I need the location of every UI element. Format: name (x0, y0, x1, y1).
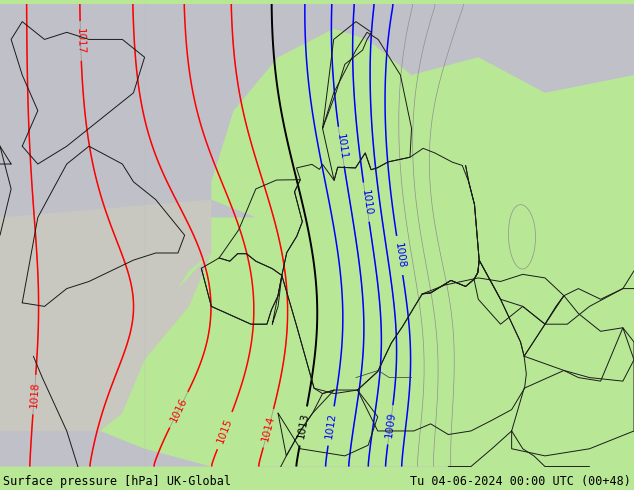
Text: 1011: 1011 (334, 133, 348, 160)
Text: Surface pressure [hPa] UK-Global: Surface pressure [hPa] UK-Global (3, 474, 231, 488)
Polygon shape (0, 431, 634, 490)
Text: 1009: 1009 (384, 411, 397, 439)
Polygon shape (0, 253, 211, 466)
Text: 1008: 1008 (393, 242, 406, 269)
Polygon shape (0, 199, 211, 466)
Text: 1017: 1017 (75, 27, 86, 54)
Text: 1014: 1014 (261, 414, 276, 442)
Text: 1013: 1013 (296, 412, 311, 440)
Text: 1010: 1010 (359, 189, 373, 216)
Text: Tu 04-06-2024 00:00 UTC (00+48): Tu 04-06-2024 00:00 UTC (00+48) (410, 474, 631, 488)
Text: 1012: 1012 (324, 412, 338, 440)
Text: 1018: 1018 (29, 381, 40, 408)
Text: 1015: 1015 (216, 416, 234, 445)
Text: 1016: 1016 (169, 396, 189, 424)
Polygon shape (0, 4, 634, 218)
